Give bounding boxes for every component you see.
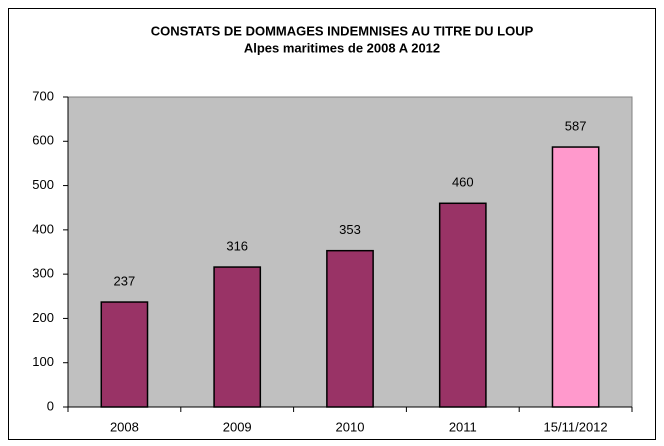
y-tick-label: 0 <box>47 398 54 413</box>
data-label: 587 <box>565 118 587 133</box>
x-tick-label: 2008 <box>110 419 139 434</box>
bar <box>551 146 600 408</box>
y-tick-label: 500 <box>32 177 54 192</box>
x-tick-label: 2011 <box>449 419 477 434</box>
x-tick-label: 2010 <box>336 419 365 434</box>
data-label: 237 <box>114 273 136 288</box>
y-tick-label: 400 <box>32 221 54 236</box>
y-tick-label: 200 <box>32 310 54 325</box>
bar <box>438 202 487 408</box>
data-label: 353 <box>339 222 361 237</box>
bar <box>213 266 262 408</box>
x-tick-label: 15/11/2012 <box>544 419 608 434</box>
data-label: 316 <box>226 238 248 253</box>
data-label: 460 <box>452 175 474 190</box>
bar <box>326 249 374 408</box>
y-tick-label: 700 <box>32 88 54 103</box>
bar <box>100 301 149 408</box>
chart-title: CONSTATS DE DOMMAGES INDEMNISES AU TITRE… <box>151 23 534 38</box>
y-tick-label: 600 <box>32 133 54 148</box>
y-tick-label: 300 <box>32 266 54 281</box>
x-tick-label: 2009 <box>223 419 252 434</box>
y-tick-label: 100 <box>32 354 54 369</box>
chart-subtitle: Alpes maritimes de 2008 A 2012 <box>244 40 440 55</box>
